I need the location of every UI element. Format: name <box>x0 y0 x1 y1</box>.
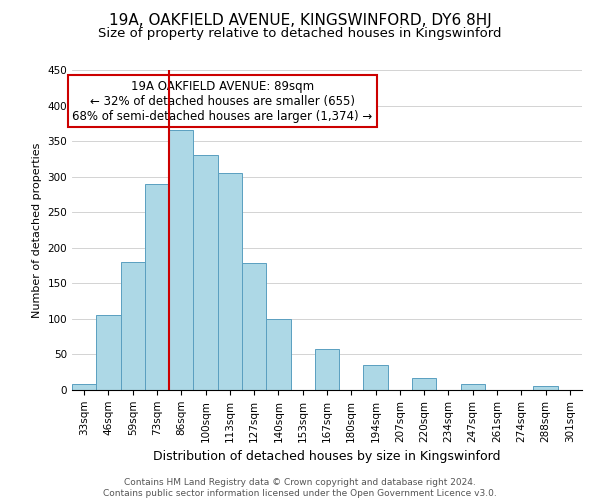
Bar <box>169 130 193 390</box>
Text: 19A, OAKFIELD AVENUE, KINGSWINFORD, DY6 8HJ: 19A, OAKFIELD AVENUE, KINGSWINFORD, DY6 … <box>109 12 491 28</box>
Text: Contains HM Land Registry data © Crown copyright and database right 2024.
Contai: Contains HM Land Registry data © Crown c… <box>103 478 497 498</box>
Bar <box>193 156 218 390</box>
Y-axis label: Number of detached properties: Number of detached properties <box>32 142 42 318</box>
Text: 19A OAKFIELD AVENUE: 89sqm
← 32% of detached houses are smaller (655)
68% of sem: 19A OAKFIELD AVENUE: 89sqm ← 32% of deta… <box>73 80 373 122</box>
Bar <box>145 184 169 390</box>
Bar <box>121 262 145 390</box>
Text: Size of property relative to detached houses in Kingswinford: Size of property relative to detached ho… <box>98 28 502 40</box>
X-axis label: Distribution of detached houses by size in Kingswinford: Distribution of detached houses by size … <box>153 450 501 463</box>
Bar <box>266 319 290 390</box>
Bar <box>315 349 339 390</box>
Bar <box>533 386 558 390</box>
Bar <box>242 264 266 390</box>
Bar <box>72 384 96 390</box>
Bar <box>96 316 121 390</box>
Bar <box>364 365 388 390</box>
Bar <box>461 384 485 390</box>
Bar <box>412 378 436 390</box>
Bar <box>218 173 242 390</box>
